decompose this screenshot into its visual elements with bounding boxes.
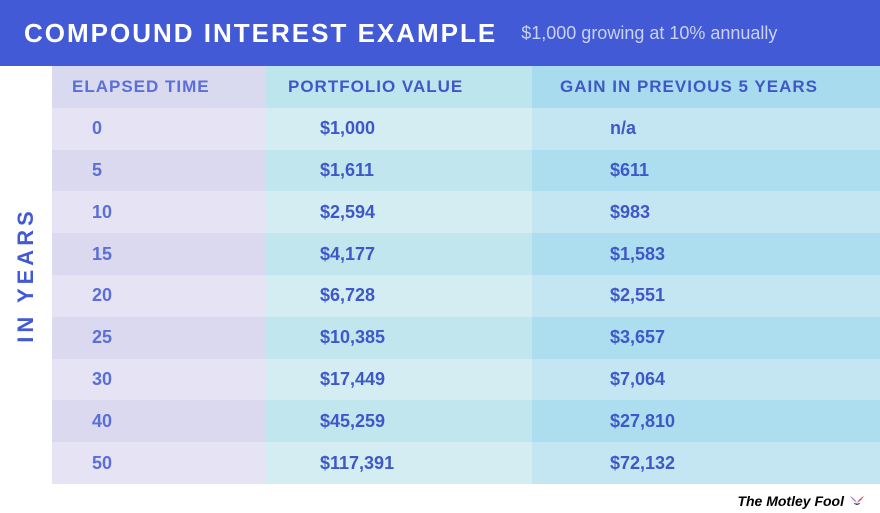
table-cell: $45,259 — [266, 400, 532, 442]
column-portfolio-value: PORTFOLIO VALUE $1,000 $1,611 $2,594 $4,… — [266, 66, 532, 484]
side-label-container: IN YEARS — [0, 66, 52, 484]
y-axis-label: IN YEARS — [13, 207, 39, 343]
data-table: ELAPSED TIME 0 5 10 15 20 25 30 40 50 PO… — [52, 66, 880, 484]
table-cell: 15 — [52, 233, 266, 275]
table-cell: 5 — [52, 150, 266, 192]
table-cell: $6,728 — [266, 275, 532, 317]
attribution-text: The Motley Fool — [737, 493, 844, 509]
table-cell: $17,449 — [266, 359, 532, 401]
attribution: The Motley Fool — [737, 493, 866, 509]
content-area: IN YEARS ELAPSED TIME 0 5 10 15 20 25 30… — [0, 66, 880, 484]
table-cell: $983 — [532, 191, 880, 233]
table-cell: 50 — [52, 442, 266, 484]
table-cell: $3,657 — [532, 317, 880, 359]
table-cell: 10 — [52, 191, 266, 233]
table-cell: $27,810 — [532, 400, 880, 442]
table-cell: 20 — [52, 275, 266, 317]
column-header: PORTFOLIO VALUE — [266, 66, 532, 108]
column-header: ELAPSED TIME — [52, 66, 266, 108]
table-cell: $1,611 — [266, 150, 532, 192]
table-cell: $1,583 — [532, 233, 880, 275]
table-cell: n/a — [532, 108, 880, 150]
table-cell: $1,000 — [266, 108, 532, 150]
page-title: COMPOUND INTEREST EXAMPLE — [24, 18, 497, 49]
header-bar: COMPOUND INTEREST EXAMPLE $1,000 growing… — [0, 0, 880, 66]
table-cell: 40 — [52, 400, 266, 442]
table-cell: $10,385 — [266, 317, 532, 359]
table-cell: $72,132 — [532, 442, 880, 484]
table-cell: $4,177 — [266, 233, 532, 275]
table-cell: 25 — [52, 317, 266, 359]
table-cell: 30 — [52, 359, 266, 401]
table-cell: $2,551 — [532, 275, 880, 317]
column-gain: GAIN IN PREVIOUS 5 YEARS n/a $611 $983 $… — [532, 66, 880, 484]
page-subtitle: $1,000 growing at 10% annually — [521, 23, 777, 44]
table-cell: $7,064 — [532, 359, 880, 401]
table-cell: 0 — [52, 108, 266, 150]
column-header: GAIN IN PREVIOUS 5 YEARS — [532, 66, 880, 108]
table-cell: $117,391 — [266, 442, 532, 484]
table-cell: $2,594 — [266, 191, 532, 233]
table-cell: $611 — [532, 150, 880, 192]
column-elapsed-time: ELAPSED TIME 0 5 10 15 20 25 30 40 50 — [52, 66, 266, 484]
jester-hat-icon — [848, 494, 866, 508]
